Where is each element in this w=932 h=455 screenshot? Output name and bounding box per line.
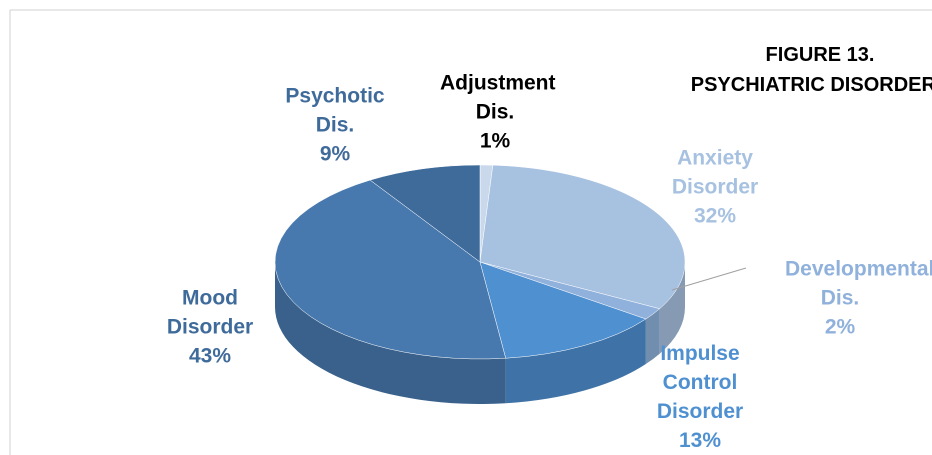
category-name: Adjustment Dis.: [440, 71, 556, 124]
pie-tops: [274, 164, 686, 360]
percent-label: 2%: [824, 315, 856, 339]
slice-label: Anxiety Disorder 32%: [660, 144, 770, 231]
percent-label: 1%: [479, 129, 511, 153]
slice-side: [645, 308, 660, 365]
title-line: PSYCHIATRIC DISORDERS: [690, 74, 932, 96]
percent-label: 43%: [188, 344, 232, 368]
category-name: Psychotic Dis.: [285, 84, 385, 137]
slice-label: Psychotic Dis. 9%: [280, 82, 390, 169]
slice: [479, 261, 647, 359]
slice: [369, 164, 481, 263]
category-name: Anxiety Disorder: [671, 146, 759, 199]
percent-label: 32%: [693, 204, 737, 228]
slice-label: Developmental Dis. 2%: [785, 255, 932, 342]
slice-label: Mood Disorder 43%: [155, 284, 265, 371]
slice: [479, 164, 686, 310]
slice-side: [505, 319, 646, 404]
leader-line: [671, 267, 747, 291]
percent-label: 9%: [319, 142, 351, 166]
slice-label: Adjustment Dis. 1%: [440, 69, 556, 156]
category-name: Mood Disorder: [166, 286, 254, 339]
pie-sides: [274, 262, 685, 405]
slice-label: Impulse Control Disorder 13%: [645, 339, 755, 455]
slice: [274, 179, 507, 360]
category-name: Impulse Control Disorder: [656, 342, 744, 423]
percent-label: 13%: [678, 429, 722, 452]
title-line: FIGURE 13.: [765, 44, 875, 66]
chart-title: FIGURE 13. PSYCHIATRIC DISORDERS: [691, 40, 932, 100]
slice-side: [659, 262, 685, 354]
category-name: Developmental Dis.: [785, 257, 932, 310]
slice-side: [274, 262, 506, 405]
